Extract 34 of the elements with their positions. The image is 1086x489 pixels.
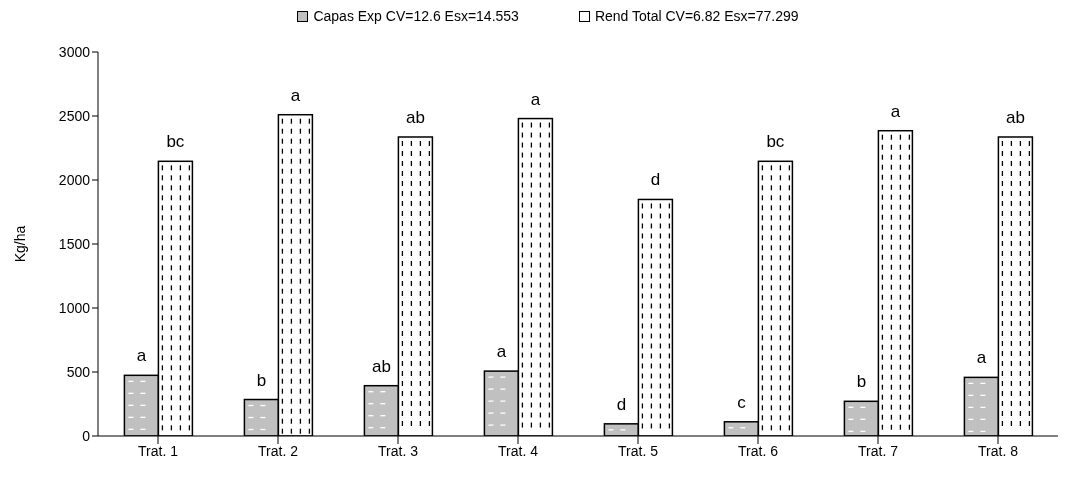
data-label: a — [890, 101, 901, 121]
x-tick-label: Trat. 2 — [258, 442, 299, 459]
y-tick-label: 1500 — [58, 235, 91, 252]
x-tick-label: Trat. 5 — [618, 442, 659, 459]
data-label: d — [616, 394, 627, 414]
legend-label: Capas Exp CV=12.6 Esx=14.553 — [313, 8, 519, 24]
y-tick-label: 1000 — [58, 299, 91, 316]
y-tick-label: 0 — [82, 427, 91, 444]
y-tick-label: 500 — [66, 363, 91, 380]
data-label: b — [856, 372, 867, 392]
data-label: a — [136, 346, 147, 366]
x-tick-label: Trat. 1 — [138, 442, 179, 459]
data-label: bc — [166, 132, 185, 152]
x-tick-label: Trat. 8 — [978, 442, 1019, 459]
data-label: a — [496, 342, 507, 362]
data-label: d — [650, 170, 661, 190]
y-tick-label: 3000 — [58, 43, 91, 60]
data-label: c — [737, 392, 747, 412]
data-label: a — [976, 348, 987, 368]
data-label: a — [530, 89, 541, 109]
legend-label: Rend Total CV=6.82 Esx=77.299 — [594, 8, 799, 24]
x-tick-label: Trat. 4 — [498, 442, 539, 459]
y-tick-label: 2500 — [58, 107, 91, 124]
data-label: a — [290, 85, 301, 105]
data-label: ab — [1005, 107, 1025, 127]
data-label: bc — [766, 132, 785, 152]
x-tick-label: Trat. 6 — [738, 442, 779, 459]
x-tick-label: Trat. 7 — [858, 442, 899, 459]
data-label: ab — [371, 356, 391, 376]
y-tick-label: 2000 — [58, 171, 91, 188]
y-axis-title: Kg/ha — [11, 225, 28, 263]
data-label: ab — [405, 107, 425, 127]
data-label: b — [256, 370, 267, 390]
x-tick-label: Trat. 3 — [378, 442, 419, 459]
